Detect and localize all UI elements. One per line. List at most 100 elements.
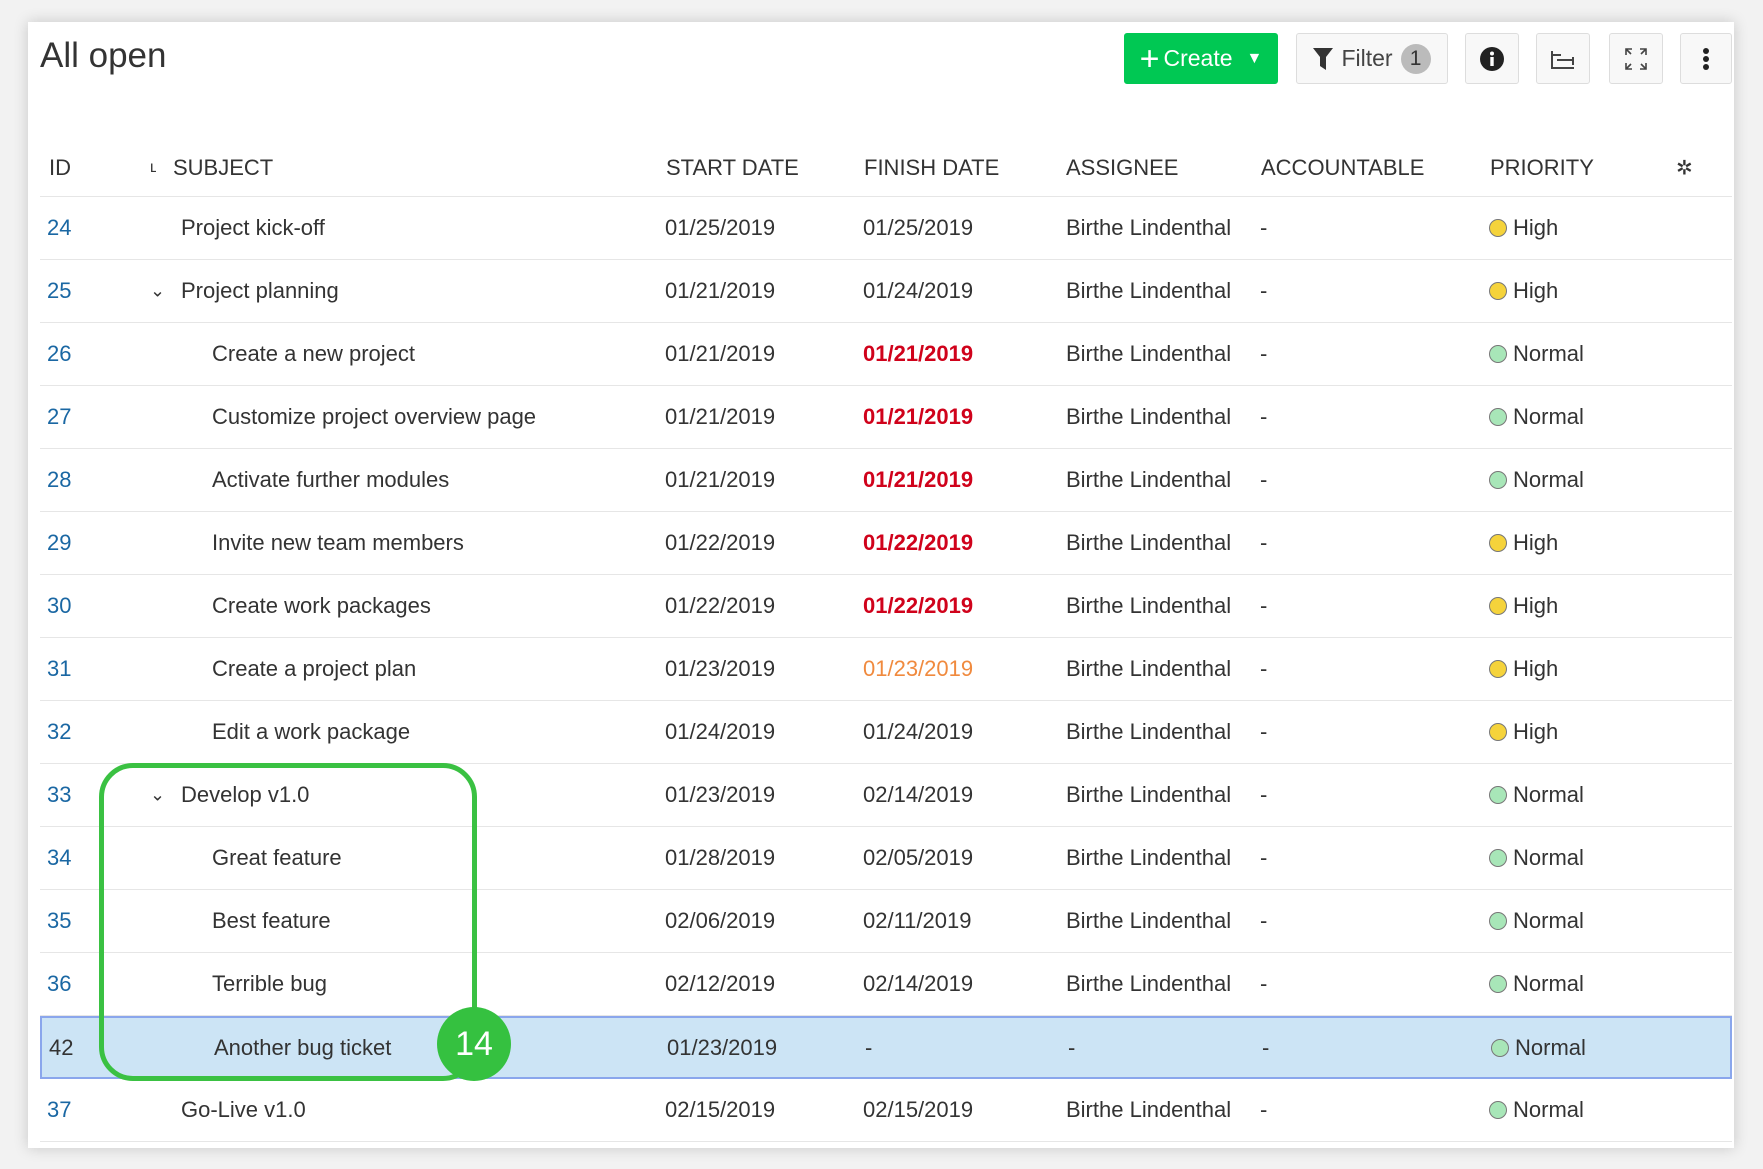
subject-cell[interactable]: Invite new team members: [212, 530, 464, 555]
finish-date-cell[interactable]: 01/24/2019: [863, 278, 974, 303]
subject-cell[interactable]: Develop v1.0: [181, 782, 310, 807]
subject-cell[interactable]: Go-Live v1.0: [181, 1097, 306, 1122]
assignee-cell[interactable]: Birthe Lindenthal: [1066, 719, 1232, 744]
finish-date-cell[interactable]: 02/15/2019: [863, 1097, 974, 1122]
priority-cell[interactable]: High: [1489, 593, 1558, 619]
details-button[interactable]: [1465, 33, 1519, 84]
fullscreen-button[interactable]: [1609, 33, 1663, 84]
priority-cell[interactable]: High: [1489, 656, 1558, 682]
priority-cell[interactable]: Normal: [1491, 1035, 1586, 1061]
finish-date-cell[interactable]: 02/11/2019: [863, 908, 972, 933]
assignee-cell[interactable]: Birthe Lindenthal: [1066, 530, 1232, 555]
start-date-cell[interactable]: 01/22/2019: [665, 593, 776, 618]
start-date-cell[interactable]: 01/28/2019: [665, 845, 776, 870]
subject-cell[interactable]: Project planning: [181, 278, 339, 303]
subject-cell[interactable]: Best feature: [212, 908, 331, 933]
priority-cell[interactable]: High: [1489, 215, 1558, 241]
assignee-cell[interactable]: -: [1068, 1034, 1076, 1060]
subject-cell[interactable]: Great feature: [212, 845, 342, 870]
table-row[interactable]: 29 Invite new team members 01/22/2019 01/22…: [40, 512, 1732, 575]
work-package-id-link[interactable]: 27: [47, 404, 72, 429]
start-date-cell[interactable]: 02/12/2019: [665, 971, 776, 996]
work-package-id-link[interactable]: 42: [49, 1034, 74, 1060]
column-accountable[interactable]: ACCOUNTABLE: [1261, 155, 1425, 180]
start-date-cell[interactable]: 01/22/2019: [665, 530, 776, 555]
accountable-cell[interactable]: -: [1260, 971, 1268, 996]
assignee-cell[interactable]: Birthe Lindenthal: [1066, 404, 1232, 429]
start-date-cell[interactable]: 01/21/2019: [665, 467, 776, 492]
accountable-cell[interactable]: -: [1260, 593, 1268, 618]
priority-cell[interactable]: Normal: [1489, 1097, 1584, 1123]
finish-date-cell[interactable]: -: [865, 1034, 873, 1060]
work-package-id-link[interactable]: 24: [47, 215, 72, 240]
table-row[interactable]: 26 Create a new project 01/21/2019 01/21/20…: [40, 323, 1732, 386]
accountable-cell[interactable]: -: [1260, 467, 1268, 492]
table-row[interactable]: 42 Another bug ticket 01/23/2019 - - - Normal: [40, 1016, 1732, 1079]
accountable-cell[interactable]: -: [1260, 530, 1268, 555]
timeline-button[interactable]: [1536, 33, 1590, 84]
priority-cell[interactable]: Normal: [1489, 404, 1584, 430]
subject-cell[interactable]: Another bug ticket: [214, 1034, 392, 1060]
accountable-cell[interactable]: -: [1260, 719, 1268, 744]
assignee-cell[interactable]: Birthe Lindenthal: [1066, 971, 1232, 996]
accountable-cell[interactable]: -: [1260, 404, 1268, 429]
subject-cell[interactable]: Customize project overview page: [212, 404, 537, 429]
column-priority[interactable]: PRIORITY: [1490, 155, 1594, 180]
finish-date-cell[interactable]: 01/22/2019: [863, 593, 974, 618]
finish-date-cell[interactable]: 02/05/2019: [863, 845, 974, 870]
table-row[interactable]: 30 Create work packages 01/22/2019 01/22/20…: [40, 575, 1732, 638]
work-package-id-link[interactable]: 29: [47, 530, 72, 555]
table-row[interactable]: 33 ⌄ Develop v1.0 01/23/2019 02/14/2019 Birth…: [40, 764, 1732, 827]
column-assignee[interactable]: ASSIGNEE: [1066, 155, 1179, 180]
finish-date-cell[interactable]: 01/24/2019: [863, 719, 974, 744]
assignee-cell[interactable]: Birthe Lindenthal: [1066, 593, 1232, 618]
finish-date-cell[interactable]: 01/22/2019: [863, 530, 974, 555]
assignee-cell[interactable]: Birthe Lindenthal: [1066, 782, 1232, 807]
assignee-cell[interactable]: Birthe Lindenthal: [1066, 845, 1232, 870]
assignee-cell[interactable]: Birthe Lindenthal: [1066, 908, 1232, 933]
table-row[interactable]: 28 Activate further modules 01/21/2019 01/2…: [40, 449, 1732, 512]
filter-button[interactable]: Filter 1: [1296, 33, 1448, 84]
assignee-cell[interactable]: Birthe Lindenthal: [1066, 467, 1232, 492]
work-package-id-link[interactable]: 25: [47, 278, 72, 303]
priority-cell[interactable]: Normal: [1489, 971, 1584, 997]
column-start-date[interactable]: START DATE: [666, 155, 799, 180]
start-date-cell[interactable]: 01/25/2019: [665, 215, 776, 240]
column-finish-date[interactable]: FINISH DATE: [864, 155, 1000, 180]
work-package-id-link[interactable]: 31: [47, 656, 72, 681]
chevron-down-icon[interactable]: ⌄: [150, 784, 166, 805]
gear-icon[interactable]: ✲: [1676, 157, 1693, 180]
assignee-cell[interactable]: Birthe Lindenthal: [1066, 1097, 1232, 1122]
accountable-cell[interactable]: -: [1262, 1034, 1270, 1060]
table-row[interactable]: 32 Edit a work package 01/24/2019 01/24/201…: [40, 701, 1732, 764]
table-row[interactable]: 34 Great feature 01/28/2019 02/05/2019 Birth…: [40, 827, 1732, 890]
subject-cell[interactable]: Project kick-off: [181, 215, 325, 240]
work-package-id-link[interactable]: 30: [47, 593, 72, 618]
work-package-id-link[interactable]: 28: [47, 467, 72, 492]
start-date-cell[interactable]: 01/23/2019: [665, 656, 776, 681]
assignee-cell[interactable]: Birthe Lindenthal: [1066, 341, 1232, 366]
priority-cell[interactable]: Normal: [1489, 845, 1584, 871]
work-package-id-link[interactable]: 37: [47, 1097, 72, 1122]
subject-cell[interactable]: Create a new project: [212, 341, 415, 366]
work-package-id-link[interactable]: 33: [47, 782, 72, 807]
work-package-id-link[interactable]: 35: [47, 908, 72, 933]
start-date-cell[interactable]: 01/21/2019: [665, 278, 776, 303]
priority-cell[interactable]: Normal: [1489, 782, 1584, 808]
start-date-cell[interactable]: 01/24/2019: [665, 719, 776, 744]
work-package-id-link[interactable]: 34: [47, 845, 72, 870]
priority-cell[interactable]: Normal: [1489, 341, 1584, 367]
chevron-down-icon[interactable]: ⌄: [150, 280, 166, 301]
finish-date-cell[interactable]: 01/21/2019: [863, 467, 974, 492]
table-row[interactable]: 27 Customize project overview page 01/21/2…: [40, 386, 1732, 449]
table-row[interactable]: 37 Go-Live v1.0 02/15/2019 02/15/2019 Birthe…: [40, 1079, 1732, 1142]
accountable-cell[interactable]: -: [1260, 656, 1268, 681]
finish-date-cell[interactable]: 01/21/2019: [863, 341, 974, 366]
subject-cell[interactable]: Create a project plan: [212, 656, 417, 681]
start-date-cell[interactable]: 02/06/2019: [665, 908, 776, 933]
finish-date-cell[interactable]: 01/25/2019: [863, 215, 974, 240]
work-package-id-link[interactable]: 36: [47, 971, 72, 996]
accountable-cell[interactable]: -: [1260, 341, 1268, 366]
work-package-id-link[interactable]: 32: [47, 719, 72, 744]
finish-date-cell[interactable]: 02/14/2019: [863, 782, 974, 807]
